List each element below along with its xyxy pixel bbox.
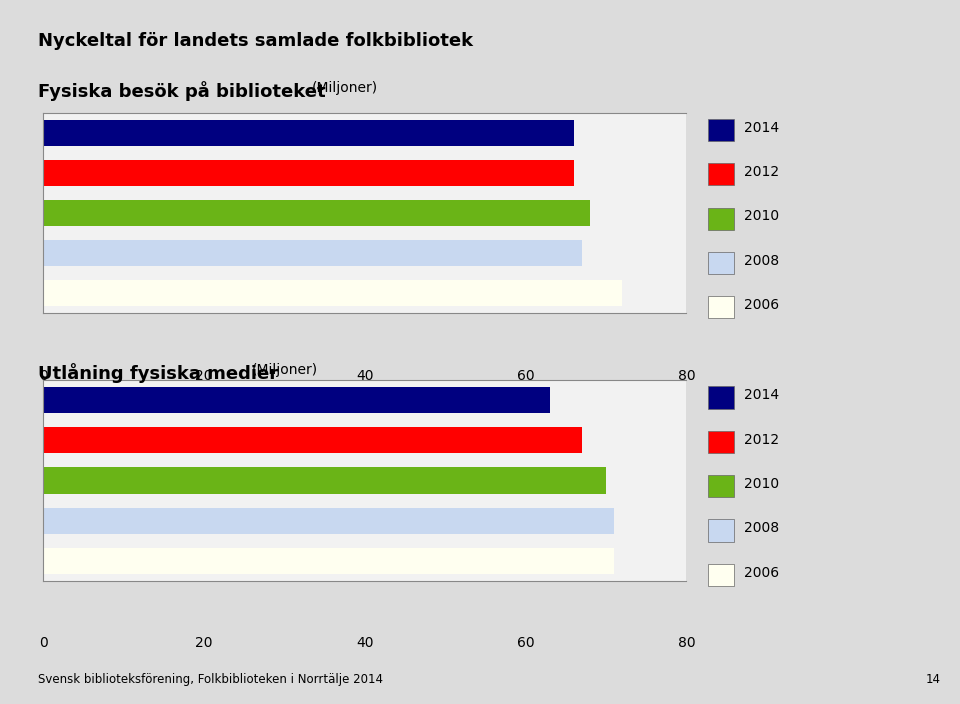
Text: 2012: 2012: [744, 165, 780, 179]
Text: 2008: 2008: [744, 522, 780, 535]
Text: (Miljoner): (Miljoner): [252, 363, 318, 377]
FancyBboxPatch shape: [708, 163, 733, 185]
Text: Utlåning fysiska medier: Utlåning fysiska medier: [38, 363, 278, 382]
FancyBboxPatch shape: [708, 520, 733, 541]
Text: 2010: 2010: [744, 477, 780, 491]
Bar: [43, 427, 582, 453]
Bar: [43, 200, 589, 226]
FancyBboxPatch shape: [708, 252, 733, 274]
FancyBboxPatch shape: [708, 475, 733, 497]
Text: 2012: 2012: [744, 433, 780, 446]
Bar: [43, 508, 614, 534]
Text: 2006: 2006: [744, 566, 780, 579]
Text: 14: 14: [925, 674, 941, 686]
Text: 2014: 2014: [744, 389, 780, 402]
Bar: [43, 120, 574, 146]
Text: 2008: 2008: [744, 254, 780, 268]
FancyBboxPatch shape: [708, 208, 733, 230]
Text: Svensk biblioteksförening, Folkbiblioteken i Norrtälje 2014: Svensk biblioteksförening, Folkbibliotek…: [38, 674, 383, 686]
FancyBboxPatch shape: [708, 119, 733, 141]
Text: 2014: 2014: [744, 121, 780, 134]
FancyBboxPatch shape: [708, 564, 733, 586]
Bar: [43, 387, 550, 413]
Bar: [43, 548, 614, 574]
Text: Nyckeltal för landets samlade folkbibliotek: Nyckeltal för landets samlade folkbiblio…: [38, 32, 473, 50]
FancyBboxPatch shape: [708, 296, 733, 318]
Bar: [43, 160, 574, 186]
FancyBboxPatch shape: [708, 386, 733, 408]
Bar: [43, 240, 582, 266]
Text: Fysiska besök på biblioteket: Fysiska besök på biblioteket: [38, 81, 326, 101]
Text: 2006: 2006: [744, 298, 780, 312]
Text: 2010: 2010: [744, 210, 780, 223]
Text: (Miljoner): (Miljoner): [312, 81, 378, 95]
Bar: [43, 280, 622, 306]
Bar: [43, 467, 606, 494]
FancyBboxPatch shape: [708, 431, 733, 453]
